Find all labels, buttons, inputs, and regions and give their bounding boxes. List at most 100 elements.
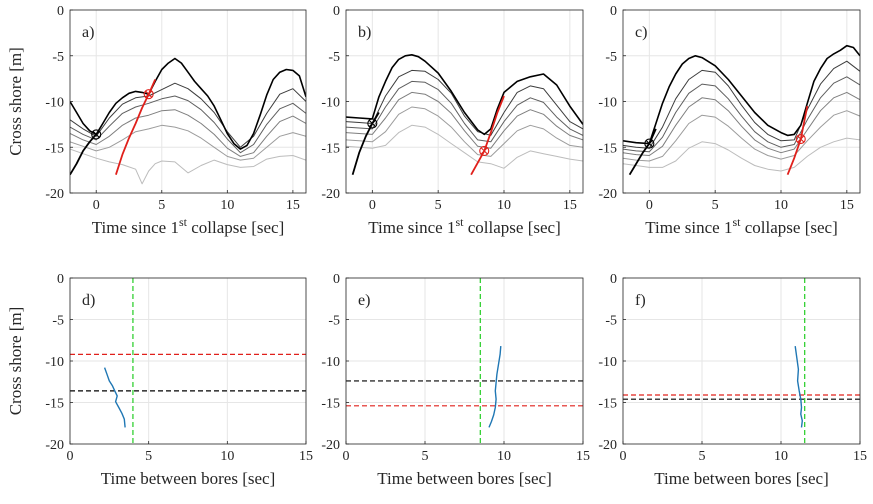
profile-line	[70, 109, 306, 157]
panel-e: 0 5 10 15 -20 -15 -10 -5 0 e) Time between bores […	[321, 272, 590, 488]
profile-line	[70, 124, 306, 161]
panel-f: 0 5 10 15 -20 -15 -10 -5 0 f) Time between bores […	[598, 272, 867, 488]
x-tick-label: 0	[646, 198, 653, 213]
panel-label: f)	[635, 292, 646, 309]
blue-line	[488, 346, 502, 428]
blue-line	[103, 367, 126, 428]
y-tick-label: 0	[333, 272, 340, 287]
y-tick-label: -15	[45, 141, 64, 156]
panel-label: c)	[635, 24, 647, 41]
y-tick-label: -5	[52, 314, 64, 329]
red-marker	[143, 89, 154, 100]
y-tick-label: -20	[45, 438, 64, 453]
black-bore-line	[628, 128, 657, 176]
plot-data	[623, 44, 860, 176]
x-tick-label: 5	[422, 449, 429, 464]
x-tick-label: 10	[774, 198, 788, 213]
panel-d: 0 5 10 15 -20 -15 -10 -5 0 d) Time between bores […	[6, 272, 313, 488]
y-tick-label: -20	[321, 187, 340, 202]
black-bore-line	[70, 133, 97, 176]
panel-label: d)	[82, 292, 95, 309]
marker-cross	[368, 120, 376, 127]
x-tick-label: 5	[699, 449, 706, 464]
y-tick-label: -15	[321, 141, 340, 156]
y-axis-label: Cross shore [m]	[6, 307, 25, 416]
red-bore-line	[786, 105, 809, 176]
plot-data	[346, 278, 583, 444]
marker-cross	[145, 90, 153, 98]
y-tick-label: -20	[45, 187, 64, 202]
panel-label: a)	[82, 24, 94, 41]
profile-line	[70, 82, 306, 148]
y-tick-label: -15	[45, 397, 64, 412]
profile-line	[623, 44, 860, 145]
x-axis-label: Time since 1st collapse [sec]	[368, 215, 560, 237]
y-tick-label: 0	[57, 272, 64, 287]
x-tick-label: 0	[369, 198, 376, 213]
profile-line	[346, 69, 583, 136]
profile-line	[70, 95, 306, 154]
x-axis-label: Time since 1st collapse [sec]	[645, 215, 837, 237]
marker-cross	[797, 135, 805, 143]
marker-circle	[479, 145, 490, 156]
y-tick-label: 0	[57, 4, 64, 19]
panel-label: e)	[358, 292, 370, 309]
x-tick-label: 5	[712, 198, 719, 213]
y-tick-label: 0	[610, 272, 617, 287]
profile-line	[623, 91, 860, 156]
y-tick-label: -10	[45, 96, 64, 111]
black-marker	[91, 129, 102, 140]
y-tick-label: -20	[598, 187, 617, 202]
y-tick-label: -10	[45, 355, 64, 370]
y-tick-label: -10	[321, 96, 340, 111]
panel-c: 0 5 10 15 -20 -15 -10 -5 0 c) Time since 1st colla…	[598, 4, 861, 237]
marker-cross	[645, 140, 653, 147]
x-tick-label: 5	[158, 198, 165, 213]
marker-circle	[91, 129, 102, 140]
y-tick-label: -5	[605, 50, 617, 65]
x-tick-label: 15	[840, 198, 854, 213]
y-tick-label: -20	[598, 438, 617, 453]
y-tick-label: -20	[321, 438, 340, 453]
y-tick-label: -5	[605, 314, 617, 329]
x-tick-label: 0	[343, 449, 350, 464]
y-tick-label: -5	[328, 314, 340, 329]
x-tick-label: 5	[145, 449, 152, 464]
marker-cross	[480, 147, 488, 155]
profile-line	[346, 91, 583, 149]
red-marker	[479, 145, 490, 156]
y-tick-label: 0	[333, 4, 340, 19]
plot-data	[623, 278, 860, 444]
x-axis-label: Time between bores [sec]	[377, 469, 552, 488]
marker-circle	[143, 89, 154, 100]
y-tick-label: -15	[598, 141, 617, 156]
plot-data	[70, 57, 306, 185]
y-tick-label: -5	[52, 50, 64, 65]
panel-a: 0 5 10 15 -20 -15 -10 -5 0 a) Time since 1st colla…	[6, 4, 307, 237]
y-axis-label: Cross shore [m]	[6, 47, 25, 156]
x-axis-label: Time between bores [sec]	[654, 469, 829, 488]
blue-line	[794, 346, 803, 428]
y-tick-label: -10	[598, 355, 617, 370]
panel-b: 0 5 10 15 -20 -15 -10 -5 0 b) Time since 1st colla…	[321, 4, 584, 237]
plot-data	[70, 278, 306, 444]
profile-line	[70, 57, 306, 150]
x-tick-label: 15	[286, 198, 300, 213]
x-tick-label: 0	[620, 449, 627, 464]
x-axis-label: Time between bores [sec]	[101, 469, 276, 488]
y-tick-label: -10	[598, 96, 617, 111]
x-tick-label: 10	[220, 198, 234, 213]
red-marker	[795, 133, 806, 145]
y-tick-label: 0	[610, 4, 617, 19]
marker-circle	[795, 133, 806, 145]
red-bore-line	[470, 95, 505, 176]
y-tick-label: -15	[598, 397, 617, 412]
x-tick-label: 10	[774, 449, 788, 464]
marker-circle	[367, 118, 378, 129]
profile-line	[346, 106, 583, 157]
marker-circle	[644, 138, 655, 149]
panel-label: b)	[358, 24, 371, 41]
profile-line	[346, 80, 583, 143]
profile-line	[346, 124, 583, 169]
